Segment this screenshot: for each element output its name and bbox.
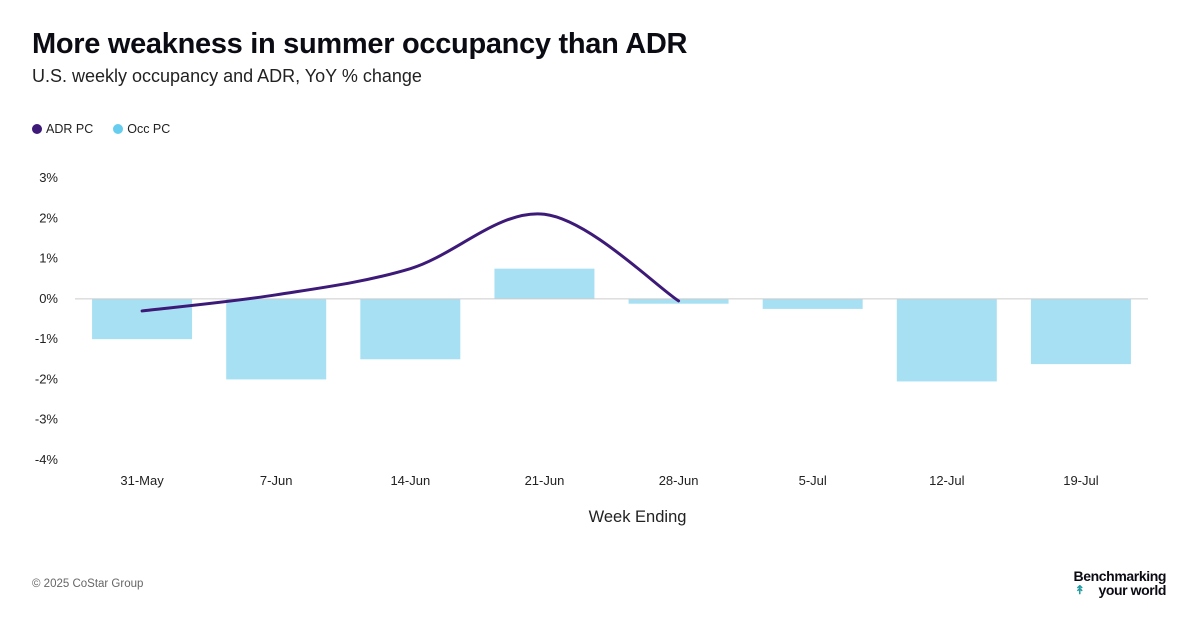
x-axis-title: Week Ending [589, 508, 687, 526]
copyright: © 2025 CoStar Group [32, 578, 144, 590]
legend: ADR PC Occ PC [32, 122, 170, 136]
bar-occ-pc [896, 298, 997, 382]
x-tick-label: 5-Jul [799, 473, 827, 488]
line-adr-pc [140, 212, 681, 313]
legend-swatch-occ [113, 124, 124, 134]
y-tick-label: 3% [39, 170, 58, 185]
x-tick-label: 19-Jul [1063, 473, 1099, 488]
x-tick-label: 28-Jun [659, 473, 699, 488]
bar-occ-pc [92, 298, 193, 340]
bar-occ-pc [226, 298, 327, 380]
bar-occ-pc [360, 298, 461, 360]
brand-logo: Benchmarking ↟ your world [1073, 568, 1167, 598]
y-tick-label: -1% [35, 331, 59, 346]
x-tick-label: 14-Jun [390, 473, 430, 488]
chart-title: More weakness in summer occupancy than A… [32, 28, 688, 60]
x-tick-label: 31-May [120, 473, 164, 488]
y-tick-label: -4% [35, 452, 59, 467]
bar-occ-pc [494, 268, 595, 299]
y-tick-label: -3% [35, 412, 59, 427]
y-tick-label: 1% [39, 251, 58, 266]
brand-line2-row: ↟ your world [1074, 582, 1167, 598]
x-tick-label: 21-Jun [525, 473, 565, 488]
chart-subtitle: U.S. weekly occupancy and ADR, YoY % cha… [32, 66, 422, 86]
brand-line2: your world [1098, 582, 1166, 598]
legend-item-occ: Occ PC [113, 122, 170, 136]
legend-item-adr: ADR PC [32, 122, 93, 136]
x-tick-label: 7-Jun [260, 473, 293, 488]
legend-label-occ: Occ PC [127, 122, 171, 136]
brand-mark-icon: ↟ [1074, 583, 1085, 597]
y-tick-label: 0% [39, 291, 58, 306]
legend-label-adr: ADR PC [46, 122, 94, 136]
x-tick-label: 12-Jul [929, 473, 965, 488]
brand-line1: Benchmarking [1073, 568, 1167, 584]
y-tick-label: 2% [39, 210, 58, 225]
legend-swatch-adr [32, 124, 42, 134]
bar-occ-pc [762, 298, 863, 309]
bar-occ-pc [1030, 298, 1131, 365]
y-tick-label: -2% [35, 371, 59, 386]
